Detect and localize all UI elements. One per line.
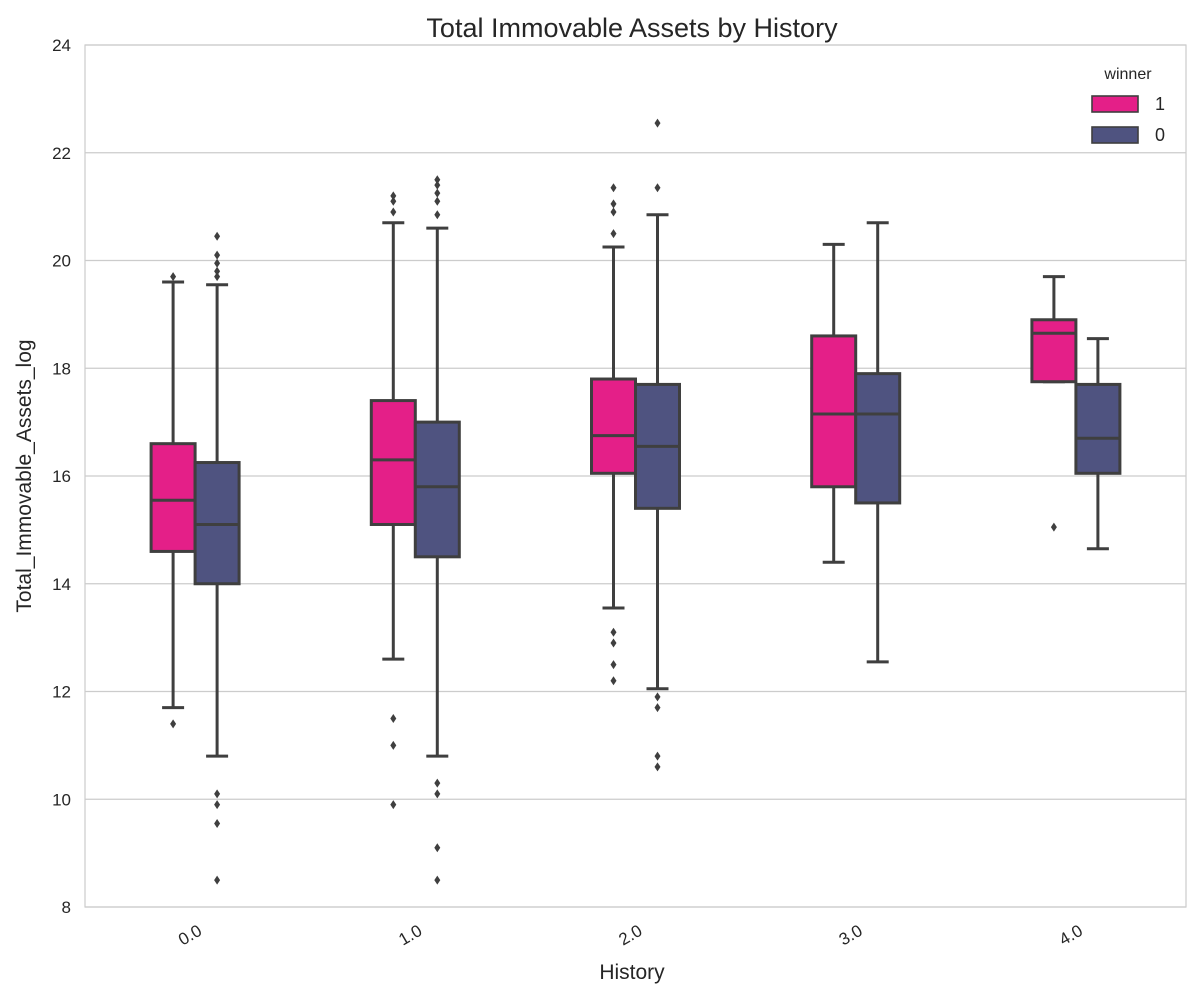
y-tick-label: 22 xyxy=(52,144,71,163)
outlier-point xyxy=(390,207,397,217)
outlier-point xyxy=(214,789,221,799)
legend-entries: 10 xyxy=(1091,94,1165,145)
outlier-point xyxy=(434,210,441,220)
box-2.0-winner-1 xyxy=(590,183,637,686)
box-0.0-winner-0 xyxy=(193,231,241,885)
outlier-point xyxy=(1050,522,1057,532)
plot-area-frame xyxy=(84,44,1187,908)
y-tick-label: 14 xyxy=(52,575,71,594)
outlier-point xyxy=(434,175,441,185)
outlier-point xyxy=(654,692,661,702)
outlier-point xyxy=(390,713,397,723)
box-4.0-winner-1 xyxy=(1030,275,1078,532)
y-tick-label: 10 xyxy=(52,790,71,809)
outlier-point xyxy=(214,250,221,260)
outlier-point xyxy=(434,180,441,190)
iqr-box xyxy=(1030,318,1078,384)
outlier-point xyxy=(610,627,617,637)
x-axis-label: History xyxy=(599,961,665,984)
y-tick-label: 18 xyxy=(52,359,71,378)
outlier-point xyxy=(434,789,441,799)
chart-title: Total Immovable Assets by History xyxy=(426,13,838,43)
outlier-point xyxy=(390,740,397,750)
outlier-point xyxy=(170,719,177,729)
y-axis-label: Total_Immovable_Assets_log xyxy=(13,339,36,612)
outlier-point xyxy=(390,800,397,810)
outlier-point xyxy=(610,660,617,670)
outlier-point xyxy=(434,843,441,853)
legend-swatch xyxy=(1091,95,1139,113)
series-1 xyxy=(149,183,1078,810)
outlier-point xyxy=(214,800,221,810)
outlier-point xyxy=(610,638,617,648)
outlier-point xyxy=(610,183,617,193)
box-4.0-winner-0 xyxy=(1074,337,1122,551)
legend-label: 1 xyxy=(1155,94,1165,114)
outlier-point xyxy=(654,751,661,761)
legend-title: winner xyxy=(1103,66,1152,83)
outlier-point xyxy=(654,183,661,193)
iqr-box xyxy=(149,442,197,553)
box-series xyxy=(149,118,1122,885)
iqr-box xyxy=(1074,382,1122,475)
y-tick-label: 24 xyxy=(52,36,71,55)
box-2.0-winner-0 xyxy=(634,118,681,772)
outlier-point xyxy=(434,196,441,206)
outlier-point xyxy=(434,875,441,885)
y-tick-label: 16 xyxy=(52,467,71,486)
box-3.0-winner-0 xyxy=(854,221,902,664)
outlier-point xyxy=(390,196,397,206)
outlier-point xyxy=(214,272,221,282)
series-0 xyxy=(193,118,1122,885)
outlier-point xyxy=(434,188,441,198)
legend-entry-0: 0 xyxy=(1091,125,1165,145)
y-tick-label: 20 xyxy=(52,252,71,271)
outlier-point xyxy=(214,875,221,885)
outlier-point xyxy=(434,778,441,788)
outlier-point xyxy=(654,762,661,772)
iqr-box xyxy=(369,399,417,526)
outlier-point xyxy=(170,272,177,282)
legend: winner 10 xyxy=(1091,66,1165,145)
y-axis-ticks: 8 10 12 14 16 18 20 22 24 xyxy=(52,36,71,917)
outlier-point xyxy=(214,818,221,828)
outlier-point xyxy=(654,703,661,713)
outlier-point xyxy=(610,676,617,686)
iqr-box xyxy=(854,372,902,505)
iqr-box xyxy=(590,377,637,475)
box-1.0-winner-0 xyxy=(413,175,461,885)
y-tick-label: 12 xyxy=(52,683,71,702)
outlier-point xyxy=(654,118,661,128)
legend-label: 0 xyxy=(1155,125,1165,145)
y-tick-label: 8 xyxy=(62,898,71,917)
outlier-point xyxy=(610,199,617,209)
outlier-point xyxy=(214,258,221,268)
outlier-point xyxy=(390,191,397,201)
iqr-box xyxy=(810,334,858,489)
outlier-point xyxy=(610,207,617,217)
iqr-box xyxy=(413,420,461,559)
box-1.0-winner-1 xyxy=(369,191,417,810)
outlier-point xyxy=(214,266,221,276)
outlier-point xyxy=(610,229,617,239)
outlier-point xyxy=(214,231,221,241)
legend-entry-1: 1 xyxy=(1091,94,1165,114)
legend-swatch xyxy=(1091,126,1139,144)
